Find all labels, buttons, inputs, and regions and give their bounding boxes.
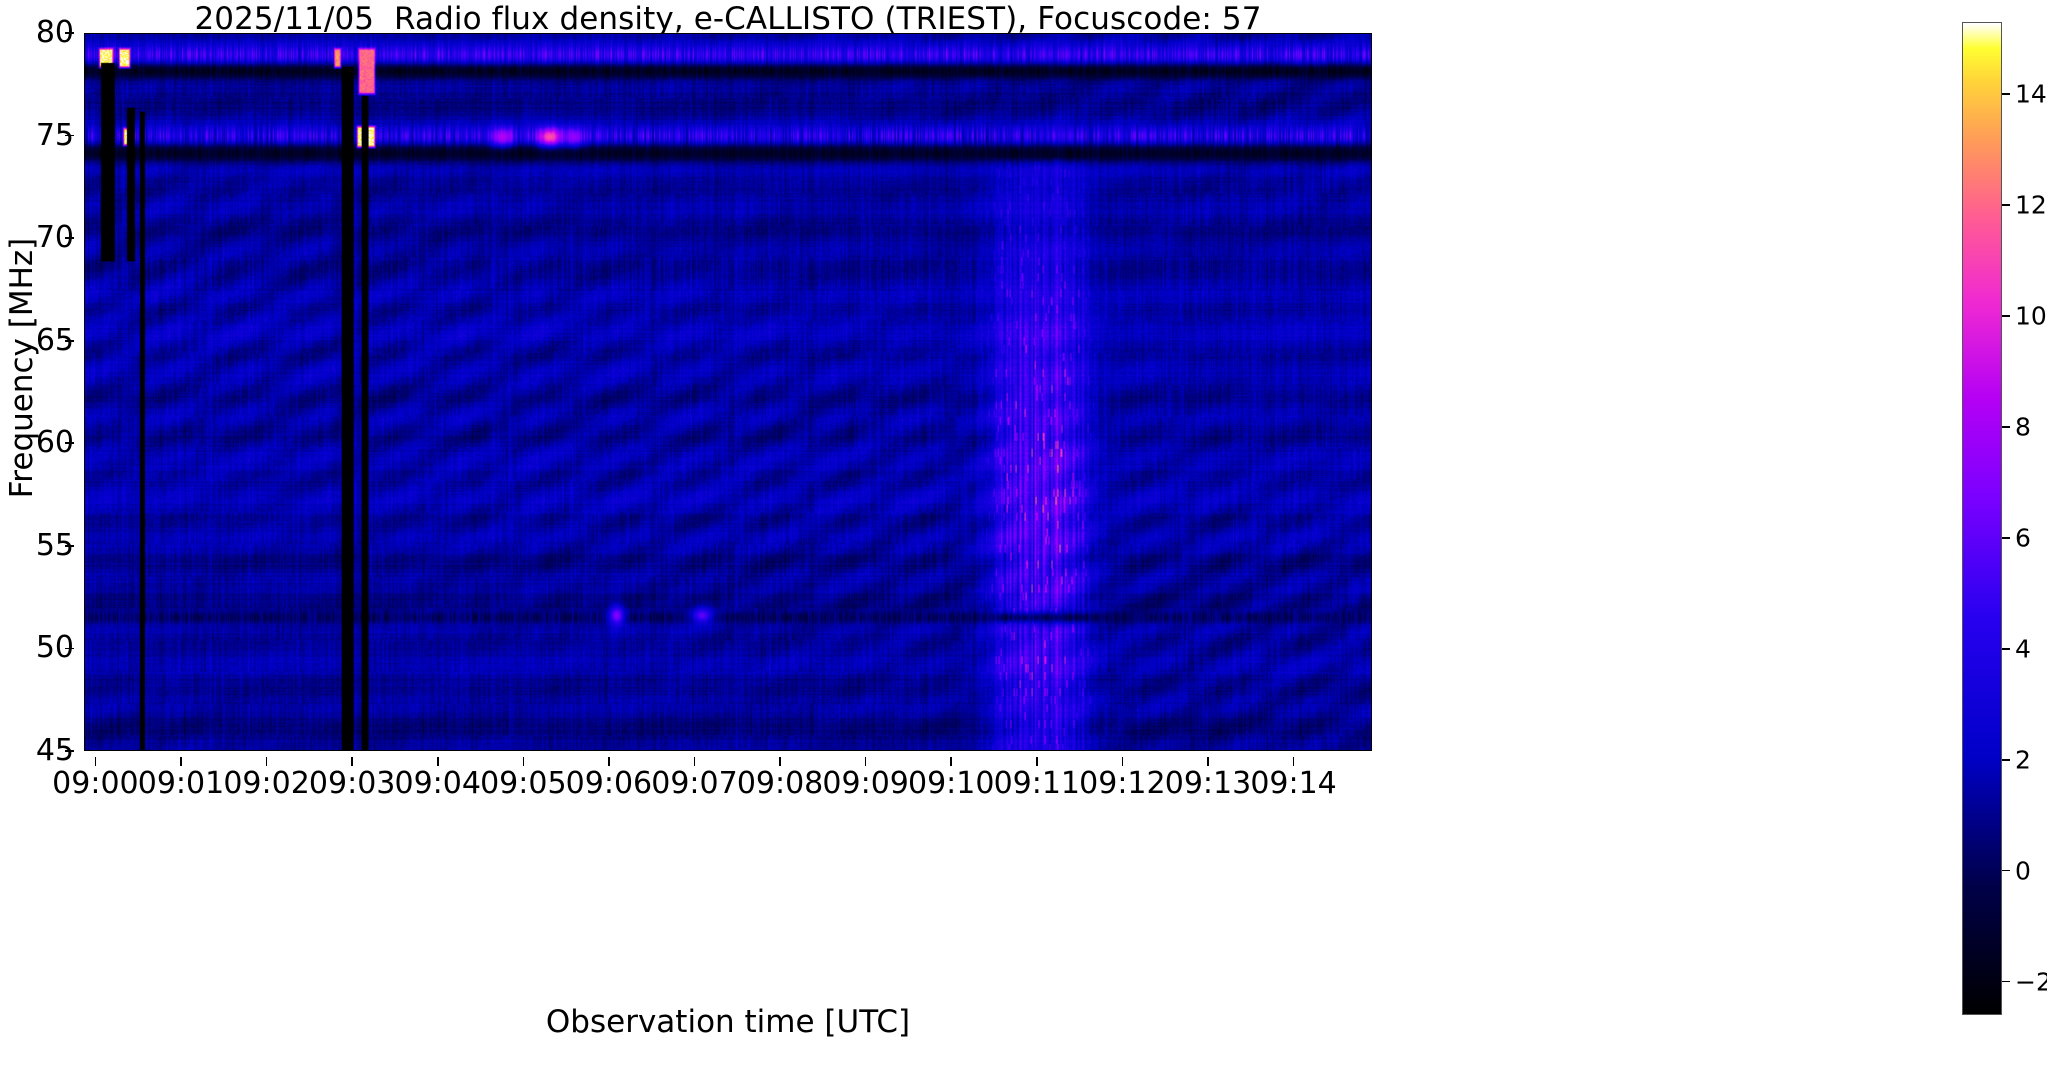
x-tick-label: 09:12 xyxy=(1079,766,1166,801)
colorbar-tick-label: 0 xyxy=(2015,856,2031,886)
y-tick-mark xyxy=(65,32,74,34)
colorbar-tick-label: 8 xyxy=(2015,412,2031,442)
x-tick-label: 09:10 xyxy=(907,766,995,801)
colorbar-tick-mark xyxy=(2002,204,2010,206)
x-axis-ticks: 09:00 09:01 09:02 09:03 09:04 09:05 09:06 09:07… xyxy=(52,757,1372,801)
y-tick-mark xyxy=(65,647,74,650)
x-tick-label: 09:07 xyxy=(651,766,738,801)
x-tick-mark xyxy=(1292,757,1295,766)
x-tick-label: 09:03 xyxy=(308,766,396,801)
colorbar-gradient xyxy=(1963,23,2001,1014)
y-tick-mark xyxy=(65,237,74,239)
colorbar-tick-mark xyxy=(2002,537,2010,539)
x-tick-label: 09:04 xyxy=(394,766,481,801)
y-tick-mark xyxy=(65,545,74,547)
x-tick-label: 09:00 xyxy=(52,766,139,801)
x-tick-mark xyxy=(522,757,525,766)
y-axis-label: Frequency [MHz] xyxy=(4,237,40,499)
colorbar-tick-label: 4 xyxy=(2015,634,2031,664)
x-tick-label: 09:14 xyxy=(1250,766,1337,801)
x-tick-mark xyxy=(180,757,182,766)
x-tick-label: 09:11 xyxy=(993,766,1081,801)
x-axis-label: Observation time [UTC] xyxy=(545,1004,911,1040)
x-tick-label: 09:02 xyxy=(223,766,310,801)
y-tick-mark xyxy=(65,750,74,752)
x-tick-mark xyxy=(608,757,610,766)
colorbar-tick-mark xyxy=(2002,426,2010,428)
y-axis-ticks: 80 75 70 65 60 55 50 45 xyxy=(0,18,74,766)
colorbar-tick-mark xyxy=(2002,315,2010,317)
x-tick-mark xyxy=(864,757,867,766)
colorbar-tick-label: 12 xyxy=(2015,190,2047,220)
x-tick-mark xyxy=(950,757,953,766)
colorbar-tick-mark xyxy=(2002,93,2010,95)
x-tick-mark xyxy=(693,757,696,766)
x-tick-label: 09:08 xyxy=(736,766,824,801)
x-tick-label: 09:06 xyxy=(565,766,653,801)
x-tick-label: 09:05 xyxy=(480,766,567,801)
x-tick-mark xyxy=(1207,757,1209,766)
colorbar-tick-label: −2 xyxy=(2015,967,2047,997)
spectrogram-axes xyxy=(84,33,1372,751)
x-tick-label: 09:09 xyxy=(822,766,909,801)
y-tick-mark xyxy=(65,442,74,445)
x-tick-label: 09:13 xyxy=(1164,766,1252,801)
colorbar-tick-label: 14 xyxy=(2015,79,2047,109)
colorbar-axes xyxy=(1962,22,2002,1015)
x-tick-mark xyxy=(436,757,439,766)
y-tick-mark xyxy=(65,134,74,137)
colorbar-tick-mark xyxy=(2002,759,2010,761)
y-tick-mark xyxy=(65,339,74,342)
colorbar-tick-mark xyxy=(2002,981,2010,983)
colorbar-tick-label: 2 xyxy=(2015,745,2031,775)
colorbar-tick-mark xyxy=(2002,648,2010,650)
x-tick-mark xyxy=(94,757,97,766)
x-tick-label: 09:01 xyxy=(137,766,225,801)
x-tick-mark xyxy=(351,757,353,766)
x-tick-mark xyxy=(779,757,781,766)
colorbar-ticks: 14 12 10 8 6 4 2 0 −2 xyxy=(2002,22,2047,1015)
spectrogram-heatmap xyxy=(85,34,1371,750)
x-tick-mark xyxy=(1036,757,1038,766)
x-tick-mark xyxy=(1121,757,1124,766)
x-tick-mark xyxy=(265,757,268,766)
colorbar-tick-label: 10 xyxy=(2015,301,2047,331)
colorbar-tick-label: 6 xyxy=(2015,523,2031,553)
colorbar-tick-mark xyxy=(2002,870,2010,872)
page-title: 2025/11/05 Radio flux density, e-CALLIST… xyxy=(194,1,1262,37)
